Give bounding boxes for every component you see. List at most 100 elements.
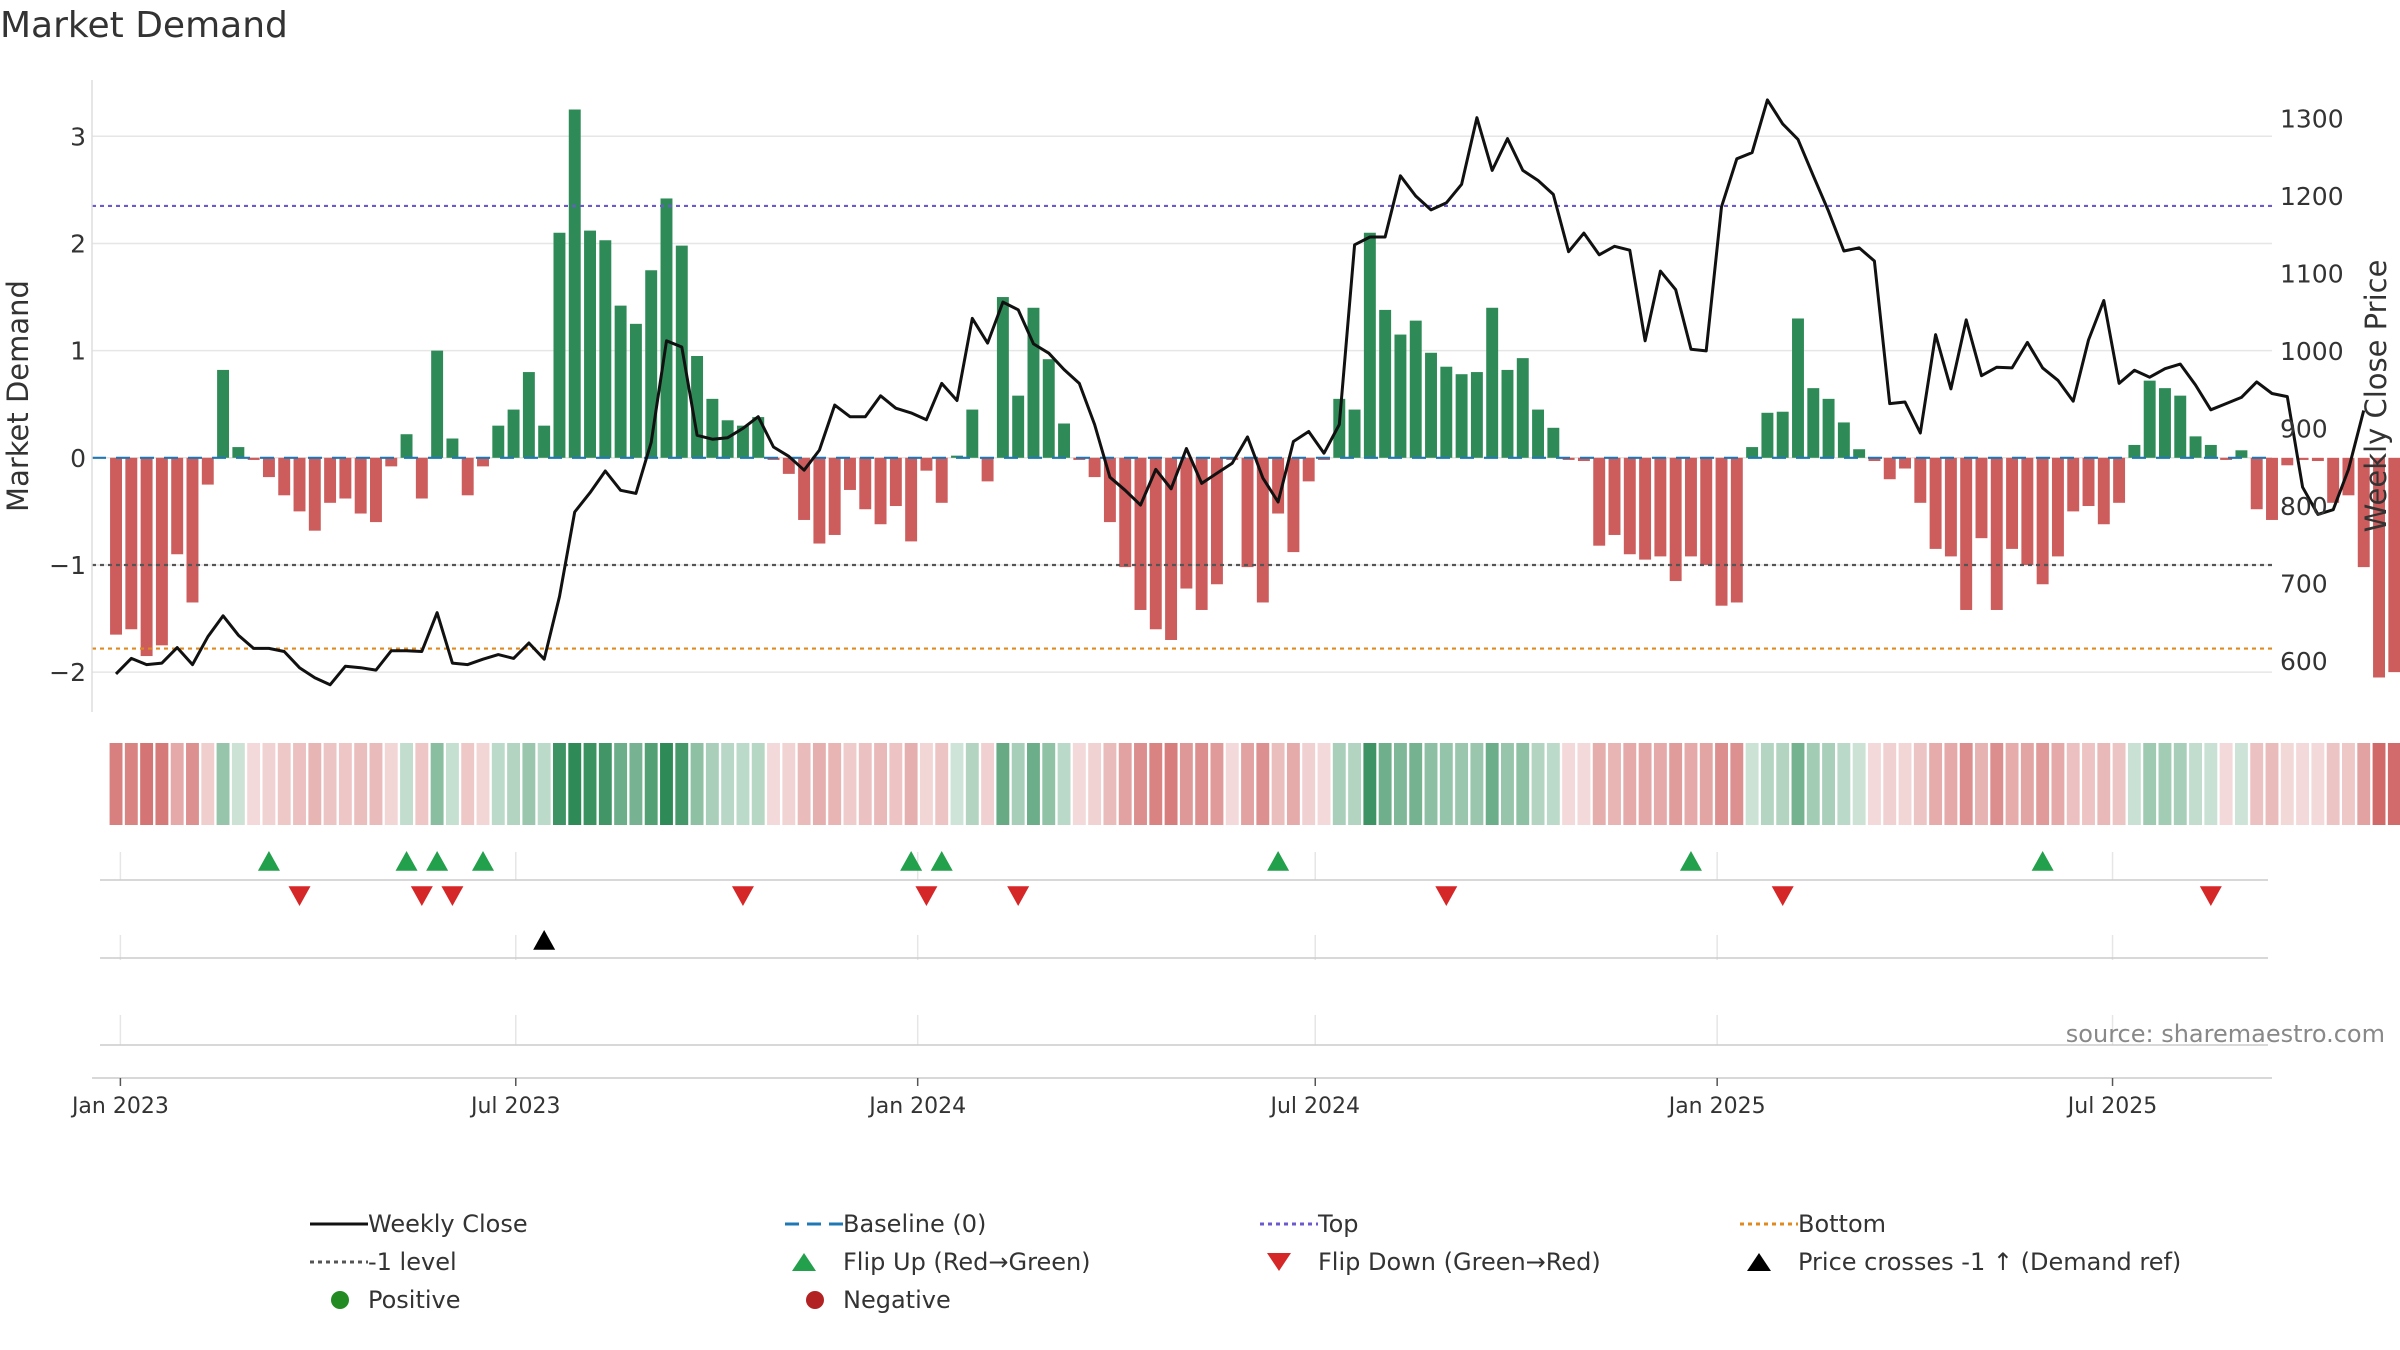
demand-bar [859, 457, 872, 510]
demand-bar [1792, 318, 1804, 458]
demand-bar [1455, 374, 1468, 458]
heat-cell [1516, 743, 1530, 825]
heat-cell [2097, 743, 2111, 825]
demand-bar [920, 457, 933, 471]
heat-cell [2250, 743, 2264, 825]
legend-bottom: Bottom [1730, 1208, 2250, 1240]
demand-bar [1103, 457, 1116, 523]
heat-cell [1975, 743, 1988, 825]
legend-line-symbol [310, 1222, 368, 1226]
demand-bar [2097, 457, 2110, 525]
demand-bar [1501, 369, 1514, 458]
y-tick-label-right: 600 [2280, 647, 2328, 676]
demand-bar [1058, 423, 1071, 458]
demand-bar [1363, 232, 1376, 458]
heat-cell [1883, 743, 1897, 825]
heat-cell [277, 743, 291, 825]
x-tick-label: Jan 2024 [867, 1094, 966, 1119]
heat-cell [690, 743, 704, 825]
heat-cell [1822, 743, 1836, 825]
heat-cell [2051, 743, 2065, 825]
heat-cell [889, 743, 903, 825]
heat-cell [935, 743, 949, 825]
demand-bar [1256, 457, 1269, 603]
demand-bar [1684, 457, 1697, 557]
demand-bar [2220, 457, 2233, 460]
demand-bar [553, 232, 566, 458]
heat-cell [2143, 743, 2157, 825]
heat-cell [415, 743, 429, 825]
price-cross-marker [533, 930, 556, 950]
heat-cell [2296, 743, 2310, 825]
legend-dot-symbol [1740, 1222, 1798, 1226]
legend-label: Top [1318, 1210, 1359, 1238]
heat-cell [965, 743, 979, 825]
demand-bar [2174, 395, 2187, 458]
heat-cell [170, 743, 184, 825]
flip-down-marker [1771, 886, 1794, 906]
chart-legend: Weekly Close Baseline (0) Top Bottom -1 … [300, 1208, 2250, 1316]
heat-cell [1745, 743, 1759, 825]
heat-cell [751, 743, 765, 825]
heat-cell [430, 743, 444, 825]
heat-cell [1791, 743, 1805, 825]
heat-cell [629, 743, 643, 825]
heat-cell [828, 743, 842, 825]
heat-cell [476, 743, 490, 825]
heat-cell [155, 743, 169, 825]
heat-cell [1699, 743, 1713, 825]
heat-cell [1241, 743, 1254, 825]
demand-bar [1394, 334, 1407, 458]
heat-cell [1317, 743, 1331, 825]
demand-bar [125, 457, 138, 630]
demand-bar [2281, 457, 2294, 466]
heat-cell [201, 743, 215, 825]
demand-bar [339, 457, 352, 499]
heat-cell [2265, 743, 2279, 825]
demand-bar [813, 457, 826, 544]
legend-negative: Negative [775, 1284, 1250, 1316]
legend-dash-symbol [785, 1222, 843, 1226]
heat-cell [1684, 743, 1698, 825]
heat-cell [1623, 743, 1637, 825]
heat-cell [1470, 743, 1484, 825]
flip-up-marker [426, 851, 449, 871]
demand-bar [1012, 395, 1025, 458]
demand-bar [966, 409, 979, 458]
demand-bar [1440, 366, 1453, 458]
flip-up-marker [930, 851, 953, 871]
demand-bar [1577, 457, 1590, 462]
heat-cell [1501, 743, 1514, 825]
demand-bar [1027, 307, 1040, 458]
demand-bar [614, 305, 627, 458]
demand-bar [1807, 388, 1820, 458]
source-text: source: sharemaestro.com [2066, 1020, 2385, 1048]
demand-bar [186, 457, 199, 603]
heat-cell [1959, 743, 1973, 825]
heat-cell [1118, 743, 1132, 825]
demand-bar [2235, 450, 2248, 458]
demand-bar [1348, 409, 1361, 458]
demand-bar [2189, 436, 2202, 458]
heat-cell [354, 743, 368, 825]
flip-down-marker [410, 886, 433, 906]
heat-cell [1760, 743, 1774, 825]
heat-cell [1776, 743, 1790, 825]
heat-cell [522, 743, 536, 825]
legend-dot-symbol [310, 1260, 368, 1264]
heat-cell [140, 743, 154, 825]
flip-down-marker [731, 886, 754, 906]
heat-cell [1715, 743, 1728, 825]
heat-cell [1653, 743, 1667, 825]
heat-cell [2127, 743, 2141, 825]
heat-cell [2372, 743, 2386, 825]
heat-cell [874, 743, 888, 825]
demand-bar [2327, 457, 2340, 503]
grid-lines [92, 135, 2272, 673]
heat-cell [369, 743, 383, 825]
demand-bar [492, 425, 505, 458]
flip-down-marker [915, 886, 938, 906]
demand-bar [1899, 457, 1911, 469]
y-tick-label-left: −1 [49, 551, 86, 580]
